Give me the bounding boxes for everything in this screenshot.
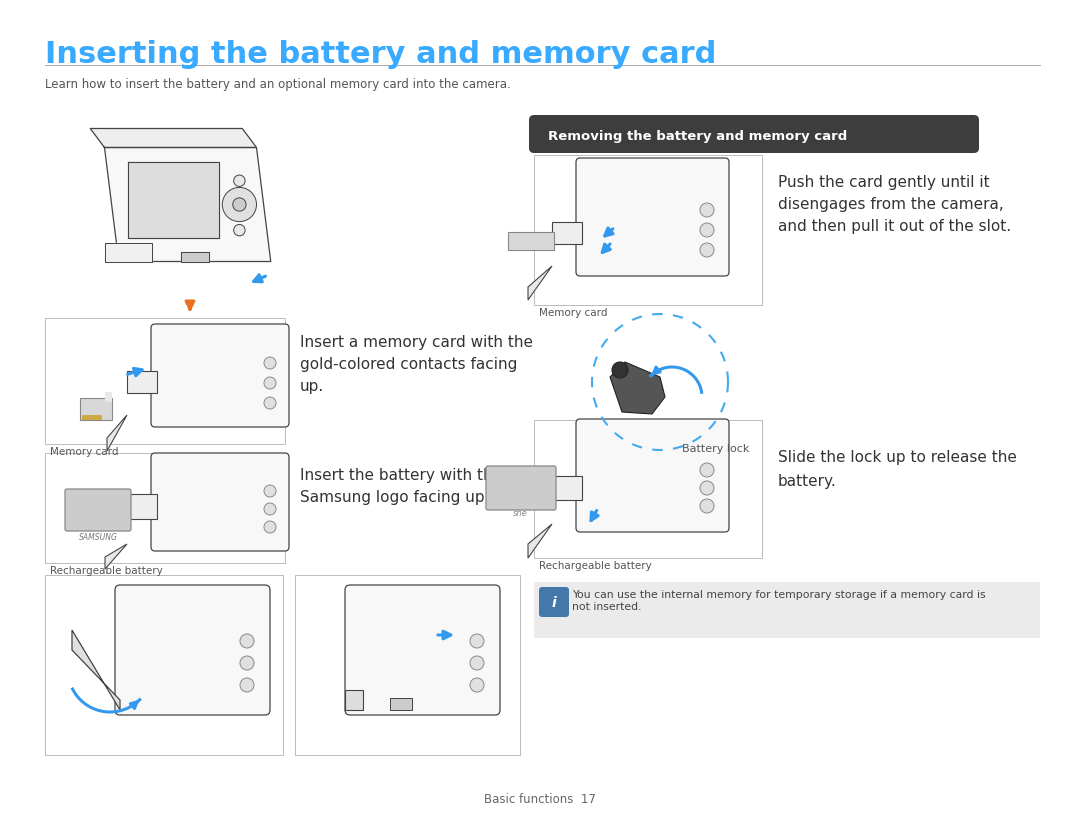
- FancyBboxPatch shape: [529, 115, 978, 153]
- Circle shape: [233, 192, 245, 203]
- Text: Learn how to insert the battery and an optional memory card into the camera.: Learn how to insert the battery and an o…: [45, 78, 511, 91]
- Text: Basic functions  17: Basic functions 17: [484, 793, 596, 806]
- Circle shape: [264, 503, 276, 515]
- Circle shape: [470, 656, 484, 670]
- Text: Removing the battery and memory card: Removing the battery and memory card: [548, 130, 847, 143]
- Polygon shape: [180, 252, 210, 262]
- Circle shape: [222, 187, 257, 222]
- Text: Battery lock: Battery lock: [681, 444, 750, 454]
- Circle shape: [612, 362, 627, 378]
- Text: up.: up.: [300, 379, 324, 394]
- Circle shape: [233, 224, 245, 236]
- Circle shape: [470, 678, 484, 692]
- FancyBboxPatch shape: [508, 232, 554, 250]
- FancyBboxPatch shape: [45, 318, 285, 444]
- FancyBboxPatch shape: [127, 371, 157, 393]
- Text: Inserting the battery and memory card: Inserting the battery and memory card: [45, 40, 716, 69]
- Circle shape: [264, 357, 276, 369]
- Circle shape: [264, 377, 276, 389]
- FancyBboxPatch shape: [82, 415, 102, 420]
- FancyBboxPatch shape: [486, 466, 556, 510]
- Text: Samsung logo facing up.: Samsung logo facing up.: [300, 490, 489, 505]
- FancyBboxPatch shape: [345, 690, 363, 710]
- Text: Rechargeable battery: Rechargeable battery: [50, 566, 163, 576]
- FancyBboxPatch shape: [151, 324, 289, 427]
- Text: Slide the lock up to release the: Slide the lock up to release the: [778, 450, 1017, 465]
- FancyBboxPatch shape: [45, 575, 283, 755]
- Polygon shape: [610, 362, 665, 414]
- FancyBboxPatch shape: [151, 453, 289, 551]
- FancyBboxPatch shape: [534, 155, 762, 305]
- Polygon shape: [72, 630, 120, 710]
- Circle shape: [700, 243, 714, 257]
- Circle shape: [700, 499, 714, 513]
- Text: battery.: battery.: [778, 474, 837, 489]
- FancyBboxPatch shape: [576, 419, 729, 532]
- Text: You can use the internal memory for temporary storage if a memory card is
not in: You can use the internal memory for temp…: [572, 590, 986, 611]
- Text: Memory card: Memory card: [539, 308, 607, 318]
- Circle shape: [233, 175, 245, 187]
- Polygon shape: [105, 243, 152, 262]
- Text: disengages from the camera,: disengages from the camera,: [778, 197, 1003, 212]
- Circle shape: [700, 481, 714, 495]
- FancyBboxPatch shape: [390, 698, 411, 710]
- Circle shape: [264, 485, 276, 497]
- FancyBboxPatch shape: [345, 585, 500, 715]
- Text: SAMSUNG: SAMSUNG: [79, 533, 118, 542]
- FancyBboxPatch shape: [105, 392, 112, 402]
- FancyBboxPatch shape: [552, 222, 582, 244]
- Polygon shape: [528, 266, 552, 300]
- Polygon shape: [528, 524, 552, 558]
- Text: Insert the battery with the: Insert the battery with the: [300, 468, 502, 483]
- Text: sne: sne: [513, 509, 527, 518]
- Polygon shape: [105, 544, 127, 569]
- FancyBboxPatch shape: [45, 453, 285, 563]
- Polygon shape: [105, 148, 271, 262]
- Circle shape: [470, 634, 484, 648]
- Circle shape: [240, 656, 254, 670]
- FancyBboxPatch shape: [539, 587, 569, 617]
- Circle shape: [233, 198, 246, 211]
- FancyBboxPatch shape: [576, 158, 729, 276]
- Circle shape: [240, 634, 254, 648]
- Text: Memory card: Memory card: [50, 447, 119, 457]
- FancyBboxPatch shape: [114, 585, 270, 715]
- FancyBboxPatch shape: [534, 420, 762, 558]
- FancyBboxPatch shape: [295, 575, 519, 755]
- Text: Push the card gently until it: Push the card gently until it: [778, 175, 989, 190]
- Polygon shape: [91, 129, 257, 148]
- Circle shape: [700, 203, 714, 217]
- Polygon shape: [107, 415, 127, 451]
- Text: and then pull it out of the slot.: and then pull it out of the slot.: [778, 219, 1011, 234]
- Text: Insert a memory card with the: Insert a memory card with the: [300, 335, 534, 350]
- FancyBboxPatch shape: [127, 494, 157, 519]
- Circle shape: [264, 397, 276, 409]
- FancyBboxPatch shape: [552, 476, 582, 500]
- Text: Rechargeable battery: Rechargeable battery: [539, 561, 651, 571]
- Circle shape: [700, 463, 714, 477]
- FancyBboxPatch shape: [80, 398, 112, 420]
- Circle shape: [240, 678, 254, 692]
- FancyBboxPatch shape: [534, 582, 1040, 638]
- Polygon shape: [129, 161, 218, 238]
- Text: i: i: [552, 596, 556, 610]
- Text: gold-colored contacts facing: gold-colored contacts facing: [300, 357, 517, 372]
- Circle shape: [264, 521, 276, 533]
- Circle shape: [233, 209, 245, 220]
- Circle shape: [700, 223, 714, 237]
- FancyBboxPatch shape: [65, 489, 131, 531]
